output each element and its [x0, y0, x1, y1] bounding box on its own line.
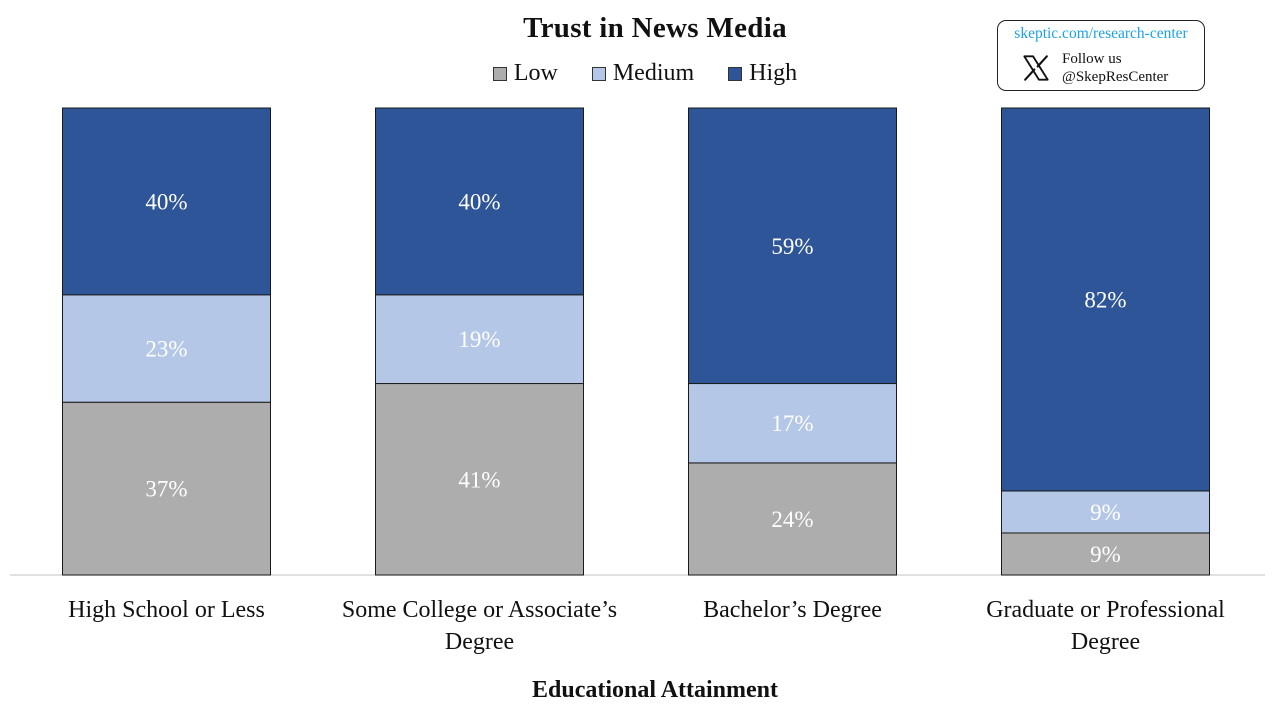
- data-label-low-2: 24%: [771, 507, 813, 532]
- data-label-medium-0: 23%: [145, 337, 187, 362]
- bar-low-1: [375, 383, 584, 576]
- social-badge[interactable]: skeptic.com/research-center Follow us @S…: [997, 20, 1205, 91]
- data-label-low-1: 41%: [458, 467, 500, 492]
- bar-high-0: [62, 107, 271, 296]
- x-tick-label-3-0: Graduate or Professional: [986, 597, 1225, 623]
- data-label-high-3: 82%: [1084, 287, 1126, 312]
- legend-item-medium: Medium: [591, 60, 695, 87]
- legend-label-high: High: [749, 60, 798, 86]
- bar-high-2: [688, 107, 897, 385]
- bar-low-3: [1001, 532, 1210, 576]
- data-label-high-1: 40%: [458, 189, 500, 214]
- legend-label-medium: Medium: [612, 60, 695, 86]
- research-center-link[interactable]: skeptic.com/research-center: [1014, 25, 1188, 42]
- data-label-medium-2: 17%: [771, 411, 813, 436]
- data-label-medium-3: 9%: [1090, 500, 1121, 525]
- data-label-high-2: 59%: [771, 234, 813, 259]
- legend-item-low: Low: [492, 60, 558, 87]
- bar-medium-0: [62, 294, 271, 403]
- x-tick-label-1-1: Degree: [445, 629, 514, 655]
- bar-medium-1: [375, 294, 584, 385]
- legend-swatch-high: [728, 66, 743, 81]
- bar-high-3: [1001, 107, 1210, 492]
- legend-item-high: High: [728, 60, 797, 87]
- x-axis-title: Educational Attainment: [531, 677, 779, 703]
- bar-low-2: [688, 462, 897, 576]
- legend-label-low: Low: [513, 60, 558, 86]
- legend-swatch-low: [492, 66, 507, 81]
- x-tick-label-2-0: Bachelor’s Degree: [703, 597, 882, 623]
- social-handle[interactable]: @SkepResCenter: [1062, 69, 1169, 85]
- bar-medium-3: [1001, 490, 1210, 534]
- follow-text: Follow us: [1062, 51, 1122, 67]
- x-tick-label-1-0: Some College or Associate’s: [342, 597, 617, 623]
- chart-title: Trust in News Media: [523, 12, 787, 44]
- data-label-low-0: 37%: [145, 477, 187, 502]
- x-tick-label-3-1: Degree: [1071, 629, 1140, 655]
- x-logo-icon: [1023, 55, 1049, 81]
- data-label-high-0: 40%: [145, 189, 187, 214]
- chart-legend: Low Medium High: [0, 60, 1280, 87]
- data-label-low-3: 9%: [1090, 542, 1121, 567]
- x-tick-label-0-0: High School or Less: [68, 597, 265, 623]
- bar-high-1: [375, 107, 584, 296]
- data-label-medium-1: 19%: [458, 327, 500, 352]
- bar-low-0: [62, 401, 271, 576]
- legend-swatch-medium: [591, 66, 606, 81]
- bar-medium-2: [688, 383, 897, 464]
